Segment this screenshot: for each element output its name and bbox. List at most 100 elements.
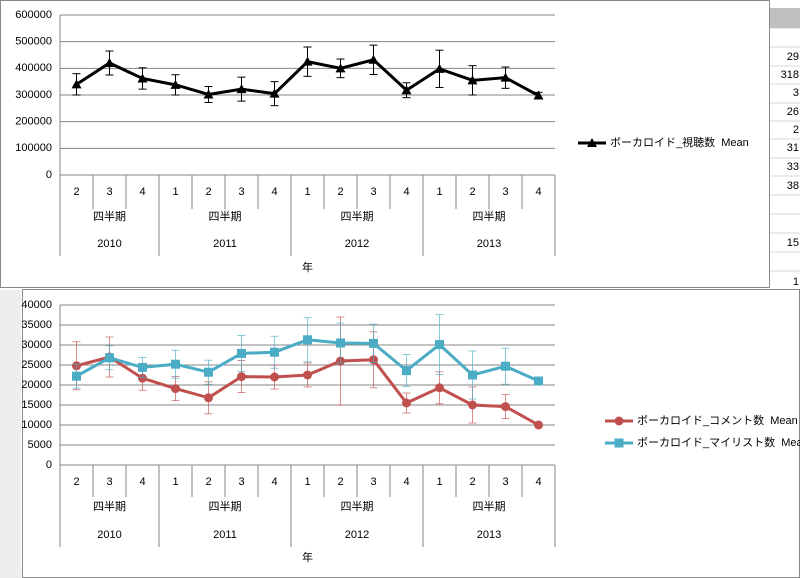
group-label: 四半期 xyxy=(473,209,506,223)
x-tick-label: 4 xyxy=(535,476,541,488)
marker xyxy=(501,361,510,371)
legend-label: ボーカロイド_コメント数 Mean xyxy=(637,414,798,427)
marker xyxy=(467,75,478,85)
y-tick-label: 30000 xyxy=(21,339,52,351)
x-tick-label: 3 xyxy=(106,476,112,488)
marker xyxy=(138,373,147,383)
marker xyxy=(468,370,477,380)
year-label: 2012 xyxy=(345,238,369,250)
marker xyxy=(402,366,411,376)
year-label: 2011 xyxy=(213,238,237,250)
group-label: 四半期 xyxy=(473,499,506,513)
marker xyxy=(203,89,214,99)
marker xyxy=(303,370,312,380)
marker xyxy=(270,347,279,357)
x-tick-label: 4 xyxy=(535,186,541,198)
legend-label: ボーカロイド_マイリスト数 Mean xyxy=(637,436,800,449)
x-tick-label: 2 xyxy=(337,186,343,198)
marker xyxy=(236,84,247,94)
marker xyxy=(402,398,411,408)
y-tick-label: 10000 xyxy=(21,419,52,431)
marker xyxy=(270,372,279,382)
sheet-cell: 38 xyxy=(787,180,799,192)
marker xyxy=(237,348,246,358)
year-label: 2013 xyxy=(477,529,501,541)
x-tick-label: 3 xyxy=(370,476,376,488)
x-tick-label: 2 xyxy=(205,476,211,488)
group-label: 四半期 xyxy=(341,209,374,223)
sheet-cell: 29 xyxy=(787,51,799,63)
group-label: 四半期 xyxy=(341,499,374,513)
x-tick-label: 3 xyxy=(106,186,112,198)
marker xyxy=(137,73,148,83)
x-tick-label: 1 xyxy=(436,476,442,488)
marker xyxy=(171,384,180,394)
x-axis-title: 年 xyxy=(302,260,313,274)
marker xyxy=(170,79,181,89)
marker xyxy=(71,79,82,89)
sheet-cell: 3 xyxy=(793,87,799,99)
x-tick-label: 3 xyxy=(502,186,508,198)
group-label: 四半期 xyxy=(93,209,126,223)
marker xyxy=(368,54,379,64)
sheet-cell: 2 xyxy=(793,124,799,136)
y-tick-label: 300000 xyxy=(15,89,52,101)
marker xyxy=(435,383,444,393)
x-tick-label: 3 xyxy=(238,476,244,488)
chart-frame xyxy=(22,289,800,578)
year-label: 2012 xyxy=(345,529,369,541)
y-tick-label: 40000 xyxy=(21,299,52,311)
marker xyxy=(534,376,543,386)
x-tick-label: 4 xyxy=(403,186,409,198)
marker xyxy=(204,393,213,403)
x-tick-label: 3 xyxy=(238,186,244,198)
x-tick-label: 1 xyxy=(304,476,310,488)
sheet-header-cell xyxy=(770,8,800,28)
sheet-edge xyxy=(0,290,21,578)
marker xyxy=(303,335,312,345)
x-tick-label: 1 xyxy=(436,186,442,198)
y-tick-label: 15000 xyxy=(21,399,52,411)
x-tick-label: 3 xyxy=(502,476,508,488)
x-tick-label: 4 xyxy=(139,186,145,198)
y-tick-label: 600000 xyxy=(15,9,52,21)
y-tick-label: 200000 xyxy=(15,116,52,128)
legend-marker xyxy=(587,138,597,147)
marker xyxy=(269,88,280,98)
y-tick-label: 400000 xyxy=(15,62,52,74)
marker xyxy=(468,400,477,410)
marker xyxy=(435,340,444,350)
x-tick-label: 4 xyxy=(271,186,277,198)
y-tick-label: 500000 xyxy=(15,36,52,48)
marker xyxy=(336,338,345,348)
sheet-cell: 26 xyxy=(787,106,799,118)
chart-frame xyxy=(0,0,770,288)
x-tick-label: 2 xyxy=(73,476,79,488)
marker xyxy=(171,359,180,369)
sheet-cell: 31 xyxy=(787,142,799,154)
marker xyxy=(500,72,511,82)
year-label: 2013 xyxy=(477,238,501,250)
x-tick-label: 1 xyxy=(304,186,310,198)
marker xyxy=(138,362,147,372)
sheet-cell: 1 xyxy=(793,276,799,288)
x-tick-label: 1 xyxy=(172,186,178,198)
x-tick-label: 2 xyxy=(337,476,343,488)
y-tick-label: 20000 xyxy=(21,379,52,391)
x-tick-label: 2 xyxy=(469,186,475,198)
legend-marker xyxy=(614,416,624,426)
x-tick-label: 2 xyxy=(73,186,79,198)
legend-marker xyxy=(614,438,624,448)
marker xyxy=(401,85,412,95)
y-tick-label: 5000 xyxy=(28,439,52,451)
marker xyxy=(72,371,81,381)
marker xyxy=(335,63,346,73)
marker xyxy=(204,367,213,377)
legend-label: ボーカロイド_視聴数 Mean xyxy=(610,135,749,149)
marker xyxy=(104,58,115,67)
y-tick-label: 35000 xyxy=(21,319,52,331)
y-tick-label: 0 xyxy=(46,169,52,181)
marker xyxy=(369,338,378,348)
sheet-cell: 33 xyxy=(787,161,799,173)
